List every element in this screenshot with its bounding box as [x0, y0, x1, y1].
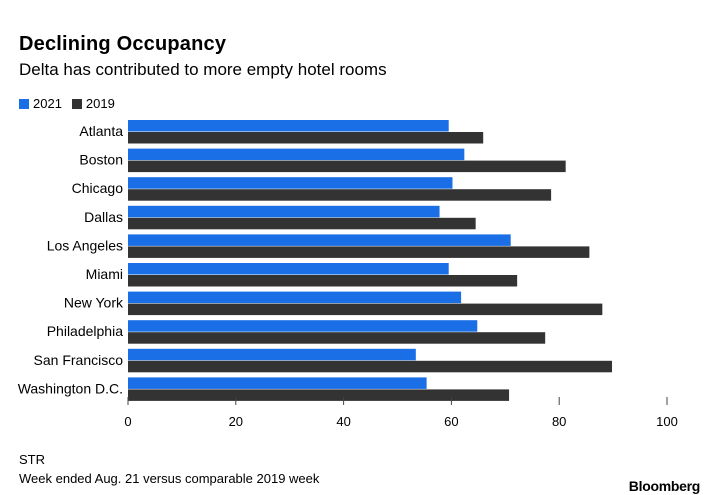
x-tick-label-80: 80: [552, 414, 566, 429]
bar-2019-boston: [128, 160, 566, 173]
legend-item-2019: 2019: [71, 96, 115, 111]
category-label-los-angeles: Los Angeles: [47, 237, 123, 253]
chart-subtitle: Delta has contributed to more empty hote…: [19, 60, 387, 79]
x-tick-label-40: 40: [336, 414, 350, 429]
bar-2019-philadelphia: [128, 332, 546, 344]
bar-2021-miami: [128, 263, 449, 275]
bar-2019-miami: [128, 275, 518, 287]
category-label-atlanta: Atlanta: [79, 123, 123, 139]
category-label-philadelphia: Philadelphia: [47, 323, 123, 339]
bar-2021-los-angeles: [128, 234, 511, 246]
legend-swatch-2021: [19, 98, 29, 109]
bar-2021-washington-d-c: [128, 377, 427, 389]
footnote-text: Week ended Aug. 21 versus comparable 201…: [19, 471, 320, 486]
bar-2021-san-francisco: [128, 348, 416, 361]
category-label-washington-d-c: Washington D.C.: [18, 380, 123, 396]
bar-2019-atlanta: [128, 132, 484, 144]
legend-label-2021: 2021: [33, 96, 62, 111]
bar-2021-atlanta: [128, 120, 449, 132]
bar-2019-new-york: [128, 303, 603, 316]
source-text: STR: [19, 452, 45, 467]
category-label-new-york: New York: [64, 295, 124, 311]
bar-chart: Atlanta Boston Chicago Dallas Los Angeles Mia…: [18, 120, 678, 429]
bar-2021-philadelphia: [128, 320, 478, 332]
bloomberg-logo: Bloomberg: [628, 478, 701, 494]
bar-2021-boston: [128, 148, 465, 161]
bar-2019-washington-d-c: [128, 389, 510, 401]
legend-swatch-2019: [71, 98, 82, 109]
bar-2021-new-york: [128, 291, 462, 304]
category-label-dallas: Dallas: [84, 209, 123, 225]
chart-title: Declining Occupancy: [19, 33, 227, 55]
category-label-boston: Boston: [79, 152, 123, 168]
category-label-san-francisco: San Francisco: [34, 352, 124, 368]
legend: 2021 2019: [19, 96, 125, 111]
x-tick-label-60: 60: [444, 414, 458, 429]
bar-2021-dallas: [128, 205, 440, 218]
bar-2019-chicago: [128, 189, 552, 201]
bar-2019-san-francisco: [128, 360, 613, 373]
category-label-chicago: Chicago: [72, 180, 124, 196]
legend-label-2019: 2019: [85, 96, 115, 111]
x-tick-label-20: 20: [229, 414, 243, 429]
bar-2019-los-angeles: [128, 246, 590, 258]
x-tick-label-0: 0: [124, 414, 131, 429]
bar-2021-chicago: [128, 177, 453, 189]
category-label-miami: Miami: [86, 266, 123, 282]
bar-2019-dallas: [128, 217, 476, 230]
x-tick-label-100: 100: [656, 414, 678, 429]
legend-item-2021: 2021: [19, 96, 62, 111]
